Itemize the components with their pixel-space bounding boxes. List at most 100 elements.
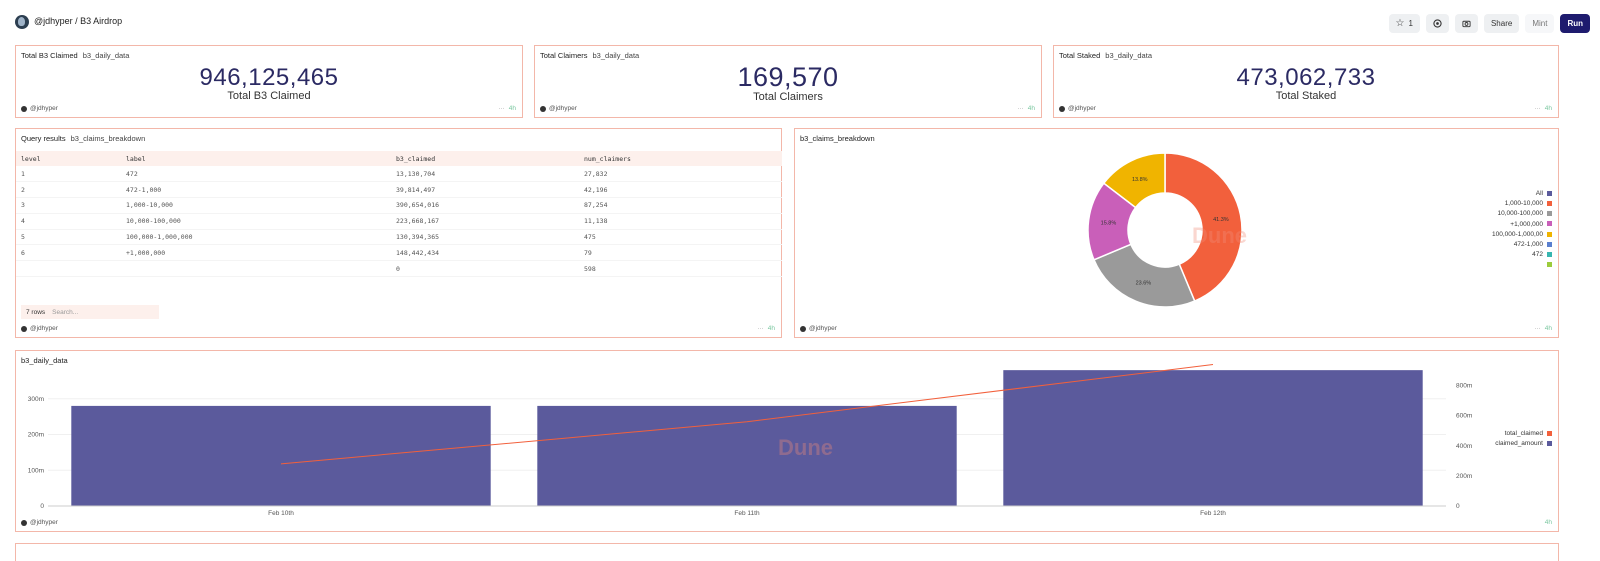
run-button[interactable]: Run [1560, 14, 1590, 33]
table-cell: 223,668,167 [391, 213, 579, 230]
x-tick-label: Feb 10th [268, 510, 294, 517]
table-cell: 100,000-1,000,000 [121, 229, 391, 246]
legend-item[interactable]: 10,000-100,000 [1492, 209, 1552, 219]
table-cell [16, 260, 121, 278]
author[interactable]: @jdhyper [800, 325, 837, 332]
table-row[interactable]: 4 10,000-100,000 223,668,167 11,138 [16, 213, 782, 230]
table-cell: 27,832 [579, 166, 782, 183]
pie-chart-card: b3_claims_breakdown 41.3% 23.6% 15.8% 13.8%… [794, 128, 1559, 338]
column-header[interactable]: level [16, 151, 121, 166]
column-header[interactable]: num_claimers [579, 151, 782, 166]
table-row[interactable]: 3 1,000-10,000 390,654,016 87,254 [16, 197, 782, 214]
table-cell: 0 [391, 260, 579, 278]
refresh-badge: 4h [1544, 519, 1552, 526]
pie-slice-label: 13.8% [1132, 177, 1148, 183]
author[interactable]: @jdhyper [21, 325, 58, 332]
column-header[interactable]: b3_claimed [391, 151, 579, 166]
y2-tick-label: 800m [1456, 383, 1472, 390]
bar[interactable] [71, 405, 491, 506]
table-cell: 1,000-10,000 [121, 197, 391, 214]
counter-label: Total B3 Claimed [227, 90, 311, 102]
screenshot-button[interactable] [1454, 14, 1478, 33]
column-header[interactable]: label [121, 151, 391, 166]
card-header: b3_claims_breakdown [800, 134, 875, 143]
counter-label: Total Staked [1275, 90, 1337, 102]
author-avatar-icon [21, 105, 27, 112]
card-footer-actions[interactable]: ··· 4h [498, 105, 516, 112]
author[interactable]: @jdhyper [21, 519, 58, 526]
card-footer-actions[interactable]: ··· 4h [757, 325, 775, 332]
share-button[interactable]: Share [1483, 14, 1520, 33]
table-cell: 472 [121, 166, 391, 183]
legend-item[interactable]: +1,000,000 [1492, 220, 1552, 230]
pie-slice[interactable] [1102, 152, 1166, 209]
bar-chart-card: b3_daily_data 0 100m 200m 300m 0 200m 400m 600m… [15, 350, 1559, 532]
bar-line-chart: 0 100m 200m 300m 0 200m 400m 600m 800m Feb 10th Fe… [28, 364, 1472, 517]
github-icon [1433, 19, 1442, 28]
card-footer-actions[interactable]: 4h [1545, 519, 1552, 526]
card-header: Query results b3_claims_breakdown [21, 134, 146, 143]
bar-legend: total_claimed claimed_amount [1495, 429, 1552, 449]
legend-swatch [1547, 430, 1552, 436]
x-tick-label: Feb 12th [1200, 510, 1226, 517]
y2-tick-label: 0 [1456, 503, 1460, 510]
bar[interactable] [537, 405, 957, 506]
refresh-badge: 4h [508, 105, 516, 112]
card-footer-actions[interactable]: ··· 4h [1534, 105, 1552, 112]
legend-item[interactable]: total_claimed [1495, 429, 1552, 439]
card-header: Total Claimers b3_daily_data [540, 51, 640, 60]
table-cell: 472-1,000 [121, 181, 391, 199]
pie-slice-label: 15.8% [1101, 221, 1117, 227]
legend-item[interactable]: 100,000-1,000,00 [1492, 230, 1552, 240]
table-cell: 3 [16, 197, 121, 214]
table-search-input[interactable]: Search... [52, 308, 79, 316]
table-cell: 13,130,704 [391, 166, 579, 183]
table-row[interactable]: 6 +1,000,000 148,442,434 79 [16, 244, 782, 262]
legend-label: 10,000-100,000 [1497, 210, 1543, 218]
table-cell: 2 [16, 181, 121, 199]
pie-slice[interactable] [1093, 243, 1196, 308]
table-row[interactable]: 2 472-1,000 39,814,497 42,196 [16, 181, 782, 199]
legend-item[interactable]: 472-1,000 [1492, 240, 1552, 250]
legend-label: +1,000,000 [1510, 220, 1543, 228]
author[interactable]: @jdhyper [1059, 105, 1096, 112]
legend-swatch [1547, 241, 1552, 247]
legend-item[interactable] [1492, 260, 1552, 270]
line-series-total-claimed[interactable] [280, 364, 1214, 465]
card-header: b3_daily_data [21, 356, 68, 365]
legend-item[interactable]: 472 [1492, 250, 1552, 260]
legend-label: 100,000-1,000,00 [1492, 230, 1543, 238]
table-cell: 390,654,016 [391, 197, 579, 214]
top-bar: @jdhyper / B3 Airdrop ☆ 1 Share Mint Run [0, 0, 1600, 40]
table-cell: +1,000,000 [121, 244, 391, 262]
author[interactable]: @jdhyper [540, 105, 577, 112]
pie-slice[interactable] [1164, 152, 1243, 303]
x-tick-label: Feb 11th [734, 510, 760, 517]
legend-swatch [1547, 440, 1552, 446]
table-row[interactable]: 1 472 13,130,704 27,832 [16, 166, 782, 183]
author-avatar-icon [540, 105, 546, 112]
table-row[interactable]: 0 598 [16, 260, 782, 278]
dune-watermark: Dune [778, 435, 833, 460]
table-cell: 1 [16, 166, 121, 183]
legend-swatch [1547, 211, 1552, 217]
card-footer-actions[interactable]: ··· 4h [1534, 325, 1552, 332]
table-row[interactable]: 5 100,000-1,000,000 130,394,365 475 [16, 229, 782, 246]
legend-item[interactable]: 1,000-10,000 [1492, 199, 1552, 209]
user-avatar[interactable] [15, 15, 29, 29]
bar[interactable] [1003, 370, 1423, 506]
author-avatar-icon [1059, 105, 1065, 112]
author[interactable]: @jdhyper [21, 105, 58, 112]
mint-button[interactable]: Mint [1525, 14, 1555, 33]
legend-label: 472-1,000 [1513, 241, 1543, 249]
table-cell: 4 [16, 213, 121, 230]
legend-swatch [1547, 252, 1552, 257]
github-button[interactable] [1425, 14, 1449, 33]
author-avatar-icon [21, 325, 27, 332]
legend-item[interactable]: claimed_amount [1495, 439, 1552, 449]
author-avatar-icon [21, 519, 27, 526]
card-footer-actions[interactable]: ··· 4h [1017, 105, 1035, 112]
star-button[interactable]: ☆ 1 [1388, 14, 1420, 33]
legend-item[interactable]: All [1492, 189, 1552, 199]
pie-slice-label: 41.3% [1213, 217, 1229, 223]
